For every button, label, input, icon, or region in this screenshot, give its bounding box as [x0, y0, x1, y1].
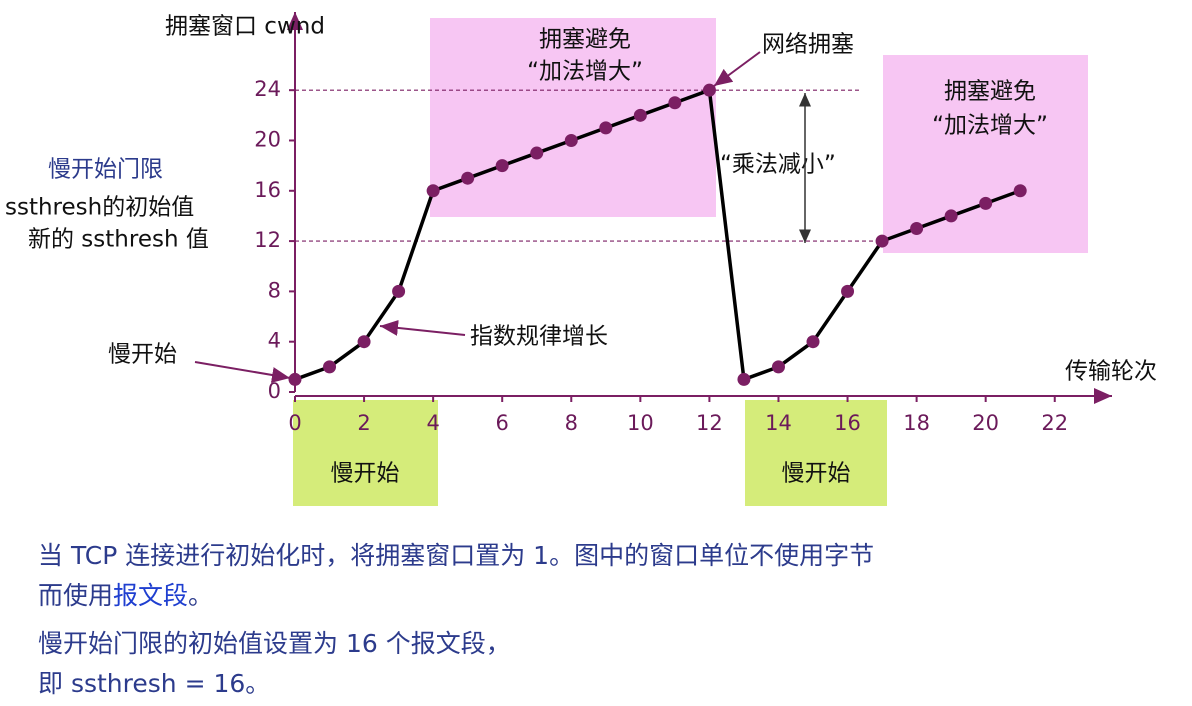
- x-tick-label: 18: [903, 411, 930, 435]
- arrow: [194, 361, 291, 383]
- annotation: 拥塞避免: [944, 79, 1036, 105]
- annotation: 慢开始: [782, 461, 851, 487]
- caption-highlight: 报文段: [113, 581, 189, 610]
- annotation: 慢开始: [108, 342, 177, 368]
- data-point: [564, 133, 578, 147]
- annotation: 新的 ssthresh 值: [28, 227, 209, 253]
- x-tick-label: 2: [357, 411, 370, 435]
- data-point: [495, 159, 509, 173]
- data-point: [323, 360, 337, 374]
- data-point: [426, 184, 440, 198]
- data-line: [294, 88, 1021, 382]
- caption: 慢开始门限的初始值设置为 16 个报文段，: [38, 629, 511, 658]
- caption-text: 。: [188, 581, 214, 610]
- data-point: [668, 96, 682, 110]
- x-tick-label: 14: [765, 411, 792, 435]
- arrow: [379, 319, 466, 336]
- annotation: “乘法减小”: [720, 152, 836, 178]
- data-point: [979, 196, 993, 210]
- data-point: [841, 284, 855, 298]
- annotation: 拥塞避免: [539, 27, 631, 53]
- x-tick-label: 20: [972, 411, 999, 435]
- y-tick-label: 20: [254, 127, 281, 151]
- x-tick-label: 4: [426, 411, 439, 435]
- annotation: “加法增大”: [932, 113, 1048, 139]
- x-tick-label: 6: [496, 411, 509, 435]
- y-axis-label: 拥塞窗口 cwnd: [165, 14, 325, 40]
- congestion-avoidance-region: [430, 18, 716, 217]
- x-tick-label: 22: [1041, 411, 1068, 435]
- data-point: [702, 83, 716, 97]
- y-tick-label: 4: [268, 329, 281, 353]
- data-point: [288, 372, 302, 386]
- chart: 拥塞窗口 cwnd 传输轮次 拥塞避免 “加法增大” 拥塞避免 “加法增大” 网…: [5, 12, 1157, 506]
- data-point: [737, 372, 751, 386]
- slow-start-region: [745, 400, 887, 506]
- y-tick-label: 16: [254, 178, 281, 202]
- caption: 当 TCP 连接进行初始化时，将拥塞窗口置为 1。图中的窗口单位不使用字节: [38, 541, 875, 570]
- x-tick-label: 8: [565, 411, 578, 435]
- x-tick-label: 10: [627, 411, 654, 435]
- data-point: [357, 335, 371, 349]
- annotation: 慢开始门限: [48, 157, 163, 183]
- y-tick-label: 24: [254, 77, 281, 101]
- y-tick-label: 0: [268, 379, 281, 403]
- data-point: [771, 360, 785, 374]
- congestion-avoidance-region: [883, 55, 1088, 253]
- x-tick-label: 0: [288, 411, 301, 435]
- x-tick-label: 16: [834, 411, 861, 435]
- data-point: [1013, 184, 1027, 198]
- annotation: ssthresh的初始值: [5, 195, 194, 221]
- annotation: “加法增大”: [527, 59, 643, 85]
- arrow: [713, 51, 761, 87]
- data-point: [599, 121, 613, 135]
- data-point: [944, 209, 958, 223]
- data-point: [392, 284, 406, 298]
- y-tick-label: 8: [268, 278, 281, 302]
- data-point: [633, 108, 647, 122]
- caption-text: 而使用: [38, 581, 114, 610]
- data-point: [910, 222, 924, 236]
- slow-start-region: [293, 400, 438, 506]
- x-axis-label: 传输轮次: [1065, 359, 1157, 385]
- annotation: 指数规律增长: [470, 324, 608, 350]
- caption: 而使用报文段。: [38, 576, 213, 612]
- data-point: [530, 146, 544, 160]
- caption: 即 ssthresh = 16。: [38, 669, 271, 698]
- x-tick-label: 12: [696, 411, 723, 435]
- data-point: [806, 335, 820, 349]
- data-point: [461, 171, 475, 185]
- annotation: 慢开始: [331, 461, 400, 487]
- data-point: [875, 234, 889, 248]
- annotation: 网络拥塞: [762, 32, 854, 58]
- y-tick-label: 12: [254, 228, 281, 252]
